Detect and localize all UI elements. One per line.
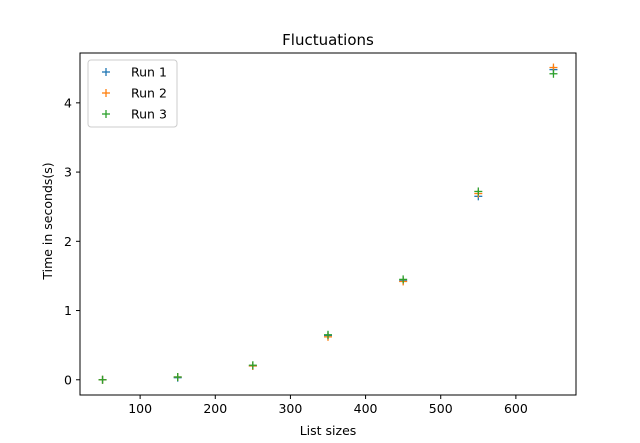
x-tick-label: 300 <box>278 401 302 416</box>
plot-area: 100 200 300 400 500 600 0 1 2 3 4 <box>64 52 577 416</box>
legend-label-2: Run 2 <box>131 86 167 101</box>
data-point-3 <box>98 375 107 384</box>
plot-frame <box>79 52 577 396</box>
y-tick-label: 2 <box>64 234 72 249</box>
x-tick-label: 600 <box>504 401 528 416</box>
data-point-3 <box>399 275 408 284</box>
x-tick-label: 200 <box>203 401 227 416</box>
legend-box <box>87 59 178 128</box>
y-tick-label: 4 <box>64 95 72 110</box>
legend-marker-2 <box>102 89 110 97</box>
data-point-3 <box>549 69 558 78</box>
legend: Run 1 Run 2 Run 3 <box>87 59 178 128</box>
y-axis-label: Time in seconds(s) <box>40 162 55 280</box>
data-markers <box>98 63 558 384</box>
data-point-3 <box>248 361 257 370</box>
legend-label-3: Run 3 <box>131 107 167 122</box>
data-point-3 <box>474 187 483 196</box>
chart-title: Fluctuations <box>282 31 374 49</box>
y-tick-label: 1 <box>64 303 72 318</box>
y-tick-label: 3 <box>64 165 72 180</box>
x-tick-label: 500 <box>429 401 453 416</box>
y-tick-label: 0 <box>64 372 72 387</box>
legend-label-1: Run 1 <box>131 65 167 80</box>
legend-marker-1 <box>102 68 110 76</box>
data-point-3 <box>324 330 332 339</box>
legend-marker-3 <box>102 110 110 118</box>
x-axis: 100 200 300 400 500 600 <box>128 395 528 416</box>
y-axis: 0 1 2 3 4 <box>64 95 80 387</box>
data-point-3 <box>173 373 182 381</box>
x-tick-label: 400 <box>354 401 378 416</box>
x-tick-label: 100 <box>128 401 152 416</box>
x-axis-label: List sizes <box>300 423 357 438</box>
